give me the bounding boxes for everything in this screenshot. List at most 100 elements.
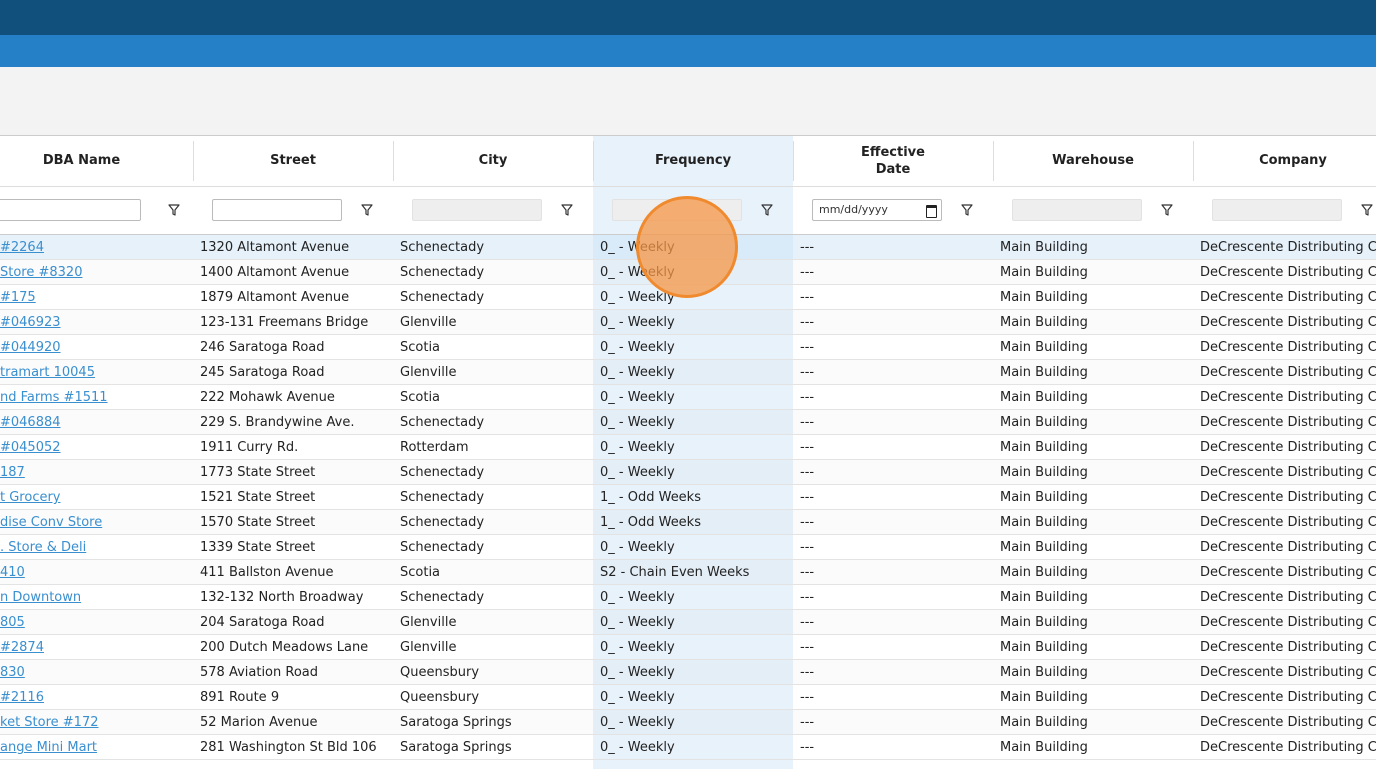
filter-icon[interactable] [961,204,973,216]
cell: 229 S. Brandywine Ave. [200,415,355,430]
dba-link[interactable]: #175 [0,290,36,305]
cell: DeCrescente Distributing Co [1200,315,1376,330]
dba-link[interactable]: 187 [0,465,25,480]
row [0,310,1376,335]
filter-input[interactable] [1212,199,1342,221]
top-bar [0,0,1376,35]
cell: --- [800,365,815,380]
cell: 123-131 Freemans Bridge [200,315,369,330]
row [0,735,1376,760]
dba-link[interactable]: #046884 [0,415,61,430]
column-header[interactable]: Warehouse [1052,153,1134,168]
dba-link[interactable]: #2874 [0,640,44,655]
filter-input[interactable]: mm/dd/yyyy [812,199,942,221]
cell: 0_ - Weekly [600,365,675,380]
row [0,535,1376,560]
cell: DeCrescente Distributing Co [1200,365,1376,380]
dba-link[interactable]: ket Store #172 [0,715,99,730]
cell: --- [800,390,815,405]
cell: --- [800,290,815,305]
dba-link[interactable]: . Store & Deli [0,540,87,555]
cell: Main Building [1000,290,1088,305]
row [0,460,1376,485]
dba-link[interactable]: #2264 [0,240,44,255]
column-separator [593,141,594,181]
cell: Main Building [1000,490,1088,505]
calendar-icon[interactable] [926,205,937,218]
cell: 0_ - Weekly [600,715,675,730]
dba-link[interactable]: tramart 10045 [0,365,95,380]
dba-link[interactable]: ange Mini Mart [0,740,98,755]
cell: DeCrescente Distributing Co [1200,665,1376,680]
cell: 0_ - Weekly [600,540,675,555]
cell: Scotia [400,390,441,405]
filter-icon[interactable] [761,204,773,216]
filter-input[interactable] [412,199,542,221]
dba-link[interactable]: #044920 [0,340,61,355]
cell: DeCrescente Distributing Co [1200,540,1376,555]
cell: 246 Saratoga Road [200,340,325,355]
cell: Queensbury [400,665,480,680]
dba-link[interactable]: 410 [0,565,25,580]
dba-link[interactable]: n Downtown [0,590,82,605]
filter-icon[interactable] [1161,204,1173,216]
filter-input[interactable] [0,199,141,221]
cell: Schenectady [400,515,485,530]
filter-input[interactable] [212,199,342,221]
dba-link[interactable]: dise Conv Store [0,515,103,530]
cell: DeCrescente Distributing Co [1200,715,1376,730]
dba-link[interactable]: Store #8320 [0,265,83,280]
cell: 0_ - Weekly [600,640,675,655]
dba-link[interactable]: 805 [0,615,25,630]
cell: --- [800,740,815,755]
cell: 411 Ballston Avenue [200,565,334,580]
date-placeholder: mm/dd/yyyy [819,203,888,216]
dba-link[interactable]: 830 [0,665,25,680]
cell: 1_ - Odd Weeks [600,515,701,530]
filter-icon[interactable] [361,204,373,216]
cell: DeCrescente Distributing Co [1200,640,1376,655]
filter-icon[interactable] [1361,204,1373,216]
column-header[interactable]: Frequency [654,153,732,168]
cell: --- [800,340,815,355]
cell: 891 Route 9 [200,690,280,705]
toolbar [0,67,1376,135]
cell: Main Building [1000,740,1088,755]
cell: Main Building [1000,465,1088,480]
cell: Schenectady [400,415,485,430]
nav-bar [0,35,1376,67]
dba-link[interactable]: #045052 [0,440,61,455]
cell: Main Building [1000,415,1088,430]
dba-link[interactable]: #046923 [0,315,61,330]
cell: --- [800,315,815,330]
cell: Scotia [400,565,441,580]
cell: 1339 State Street [200,540,316,555]
cell: Saratoga Springs [400,740,512,755]
cell: DeCrescente Distributing Co [1200,465,1376,480]
filter-input[interactable] [1012,199,1142,221]
cell: Main Building [1000,515,1088,530]
row [0,610,1376,635]
cell: 1_ - Odd Weeks [600,490,701,505]
column-header[interactable]: Effective Date [861,144,925,177]
dba-link[interactable]: #2116 [0,690,44,705]
cell: DeCrescente Distributing Co [1200,265,1376,280]
row [0,685,1376,710]
cell: --- [800,715,815,730]
header-border [0,186,1376,187]
column-header[interactable]: DBA Name [42,153,121,168]
column-separator [393,141,394,181]
cell: --- [800,265,815,280]
column-header[interactable]: Company [1259,153,1327,168]
cell: Glenville [400,315,457,330]
cell: Main Building [1000,665,1088,680]
dba-link[interactable]: nd Farms #1511 [0,390,108,405]
row [0,335,1376,360]
click-indicator [636,196,738,298]
filter-icon[interactable] [168,204,180,216]
filter-icon[interactable] [561,204,573,216]
column-header[interactable]: Street [270,153,316,168]
column-header[interactable]: City [478,153,508,168]
dba-link[interactable]: t Grocery [0,490,61,505]
cell: Main Building [1000,640,1088,655]
